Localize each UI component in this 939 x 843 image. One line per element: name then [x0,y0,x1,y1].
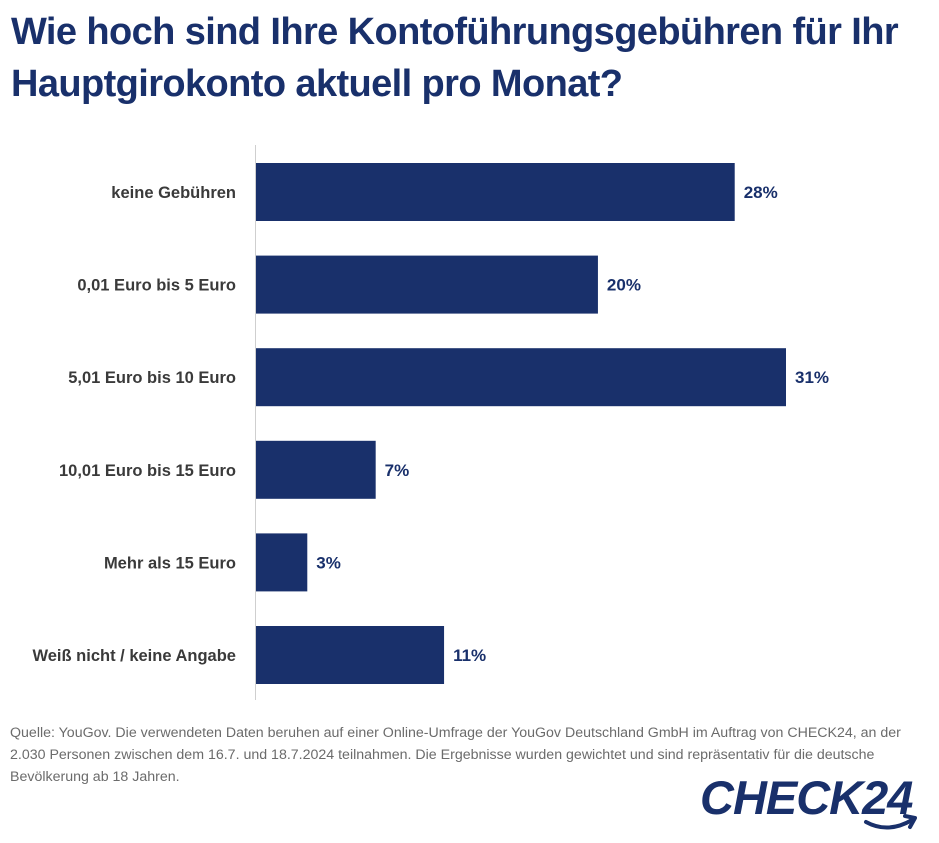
category-label-4: Mehr als 15 Euro [104,554,236,572]
bar-1 [256,255,598,314]
bars-group: keine Gebühren 28% 0,01 Euro bis 5 Euro 20%… [32,163,829,684]
bar-2 [256,348,786,407]
bar-chart: keine Gebühren 28% 0,01 Euro bis 5 Euro 20%… [32,145,829,700]
category-label-3: 10,01 Euro bis 15 Euro [59,462,236,480]
value-label-0: 28% [744,183,778,202]
logo-smile-arc [864,818,914,830]
check24-logo-text: CHECK24 [700,772,913,824]
category-label-5: Weiß nicht / keine Angabe [32,647,236,665]
value-label-3: 7% [385,461,410,480]
logo-arrow-head [903,814,917,829]
check24-logo: CHECK24 [700,772,917,830]
category-label-2: 5,01 Euro bis 10 Euro [68,369,236,387]
bar-0 [256,163,735,221]
source-note: Quelle: YouGov. Die verwendeten Daten be… [10,725,901,785]
bar-4 [256,533,308,592]
chart-title: Wie hoch sind Ihre Kontoführungsgebühren… [11,11,899,105]
value-label-1: 20% [607,276,641,295]
category-label-1: 0,01 Euro bis 5 Euro [77,277,236,295]
value-label-5: 11% [453,646,486,665]
category-label-0: keine Gebühren [111,184,236,202]
value-label-4: 3% [316,553,341,572]
bar-5 [256,626,445,684]
value-label-2: 31% [795,368,829,387]
bar-3 [256,440,376,499]
